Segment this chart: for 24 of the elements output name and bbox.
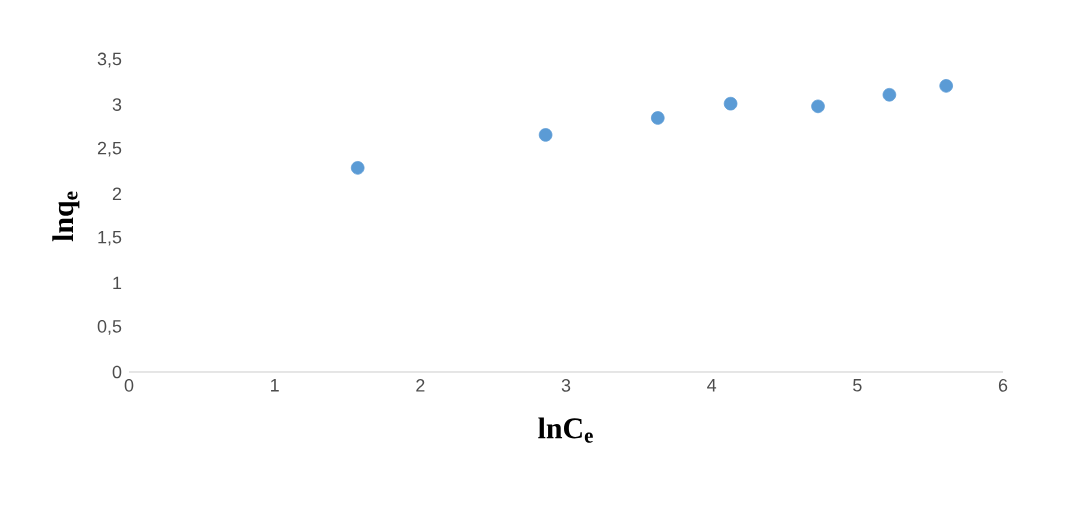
x-tick-label: 0 (124, 379, 134, 392)
y-tick-label: 1 (113, 276, 122, 290)
y-tick-label: 2 (112, 187, 122, 200)
x-tick-label: 6 (998, 379, 1008, 392)
y-axis-title: lnq$_{e}$ (52, 191, 80, 242)
y-tick-label: 0 (112, 365, 122, 379)
point (723, 96, 738, 111)
point (538, 128, 553, 142)
y-tick-label: 0,5 (97, 320, 122, 335)
x-tick-label: 5 (853, 379, 862, 392)
point (939, 79, 953, 93)
x-axis-title: lnC$_{e}$ (538, 417, 593, 443)
point (811, 99, 825, 114)
x-tick-label: 3 (561, 379, 571, 392)
point (350, 161, 365, 175)
point (651, 111, 665, 125)
point (882, 87, 897, 102)
y-tick-label: 2,5 (97, 141, 122, 157)
x-tick-label: 4 (707, 379, 717, 392)
x-tick-label: 2 (416, 379, 425, 392)
y-tick-label: 3,5 (97, 52, 122, 68)
y-tick-label: 3 (112, 98, 122, 111)
x-tick-label: 1 (271, 379, 279, 392)
y-tick-label: 1,5 (98, 230, 122, 246)
